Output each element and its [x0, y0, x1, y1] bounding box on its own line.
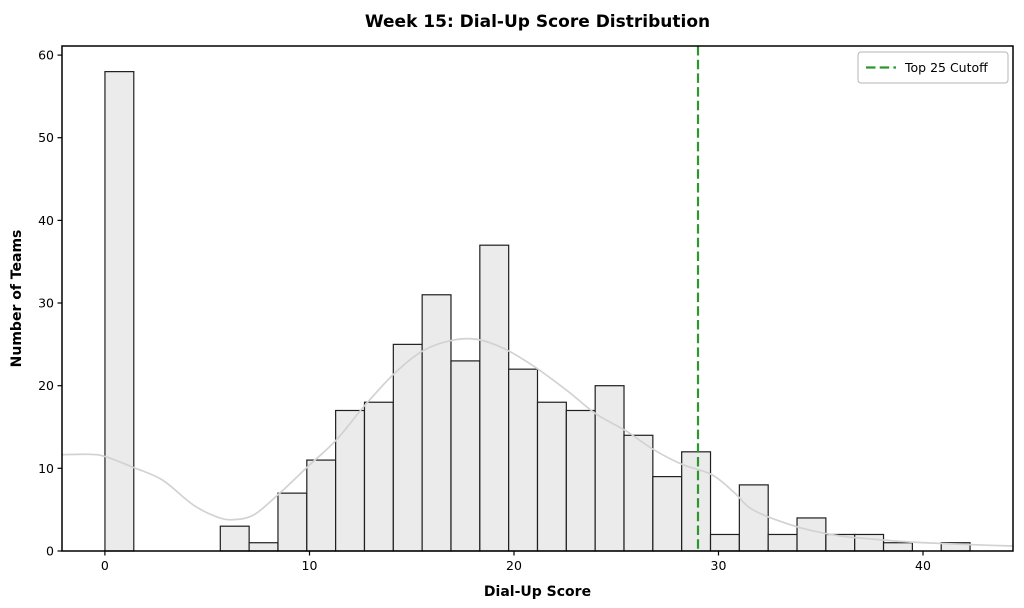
- histogram-bar: [882, 542, 913, 552]
- histogram-bar: [421, 294, 452, 552]
- y-tick-label: 30: [38, 296, 54, 311]
- histogram-bar: [363, 401, 394, 552]
- histogram-bar: [306, 459, 337, 552]
- x-tick-label: 40: [915, 558, 931, 573]
- histogram-bar: [277, 492, 308, 552]
- plot-border: [61, 45, 1014, 552]
- histogram-bar: [796, 517, 827, 552]
- histogram-bar: [248, 542, 279, 552]
- y-tick-label: 50: [38, 130, 54, 145]
- y-tick-label: 0: [46, 544, 54, 559]
- histogram-bar: [767, 533, 798, 552]
- histogram-bar: [594, 385, 625, 552]
- chart-title: Week 15: Dial-Up Score Distribution: [365, 12, 710, 32]
- histogram-bar: [508, 368, 539, 552]
- y-tick-label: 20: [38, 378, 54, 393]
- y-axis-label: Number of Teams: [9, 230, 25, 368]
- histogram-bars: [104, 71, 971, 552]
- x-tick-label: 20: [506, 558, 522, 573]
- histogram-bar: [536, 401, 567, 552]
- histogram-bar: [335, 409, 366, 552]
- y-tick-label: 40: [38, 213, 54, 228]
- legend: Top 25 Cutoff: [857, 51, 1009, 84]
- x-tick-label: 30: [711, 558, 727, 573]
- x-axis-label: Dial-Up Score: [484, 584, 591, 600]
- histogram-bar: [652, 476, 683, 552]
- histogram-bar: [623, 434, 654, 552]
- histogram-bar: [738, 484, 769, 552]
- histogram-bar: [450, 360, 481, 552]
- histogram-bar: [104, 71, 135, 552]
- y-tick-label: 60: [38, 48, 54, 63]
- y-tick-label: 10: [38, 461, 54, 476]
- y-axis-ticks: 0 10 20 30 40 50 60: [38, 48, 62, 559]
- x-tick-label: 10: [302, 558, 318, 573]
- x-tick-label: 0: [101, 558, 109, 573]
- legend-label: Top 25 Cutoff: [904, 60, 988, 75]
- histogram-bar: [219, 525, 250, 552]
- histogram-bar: [392, 343, 423, 552]
- histogram-bar: [854, 533, 885, 552]
- kde-curve: [61, 337, 1014, 547]
- histogram-bar: [709, 533, 740, 552]
- histogram-bar: [479, 244, 510, 552]
- x-axis-ticks: 0 10 20 30 40: [101, 551, 931, 573]
- legend-box: [857, 51, 1009, 84]
- histogram-bar: [565, 409, 596, 552]
